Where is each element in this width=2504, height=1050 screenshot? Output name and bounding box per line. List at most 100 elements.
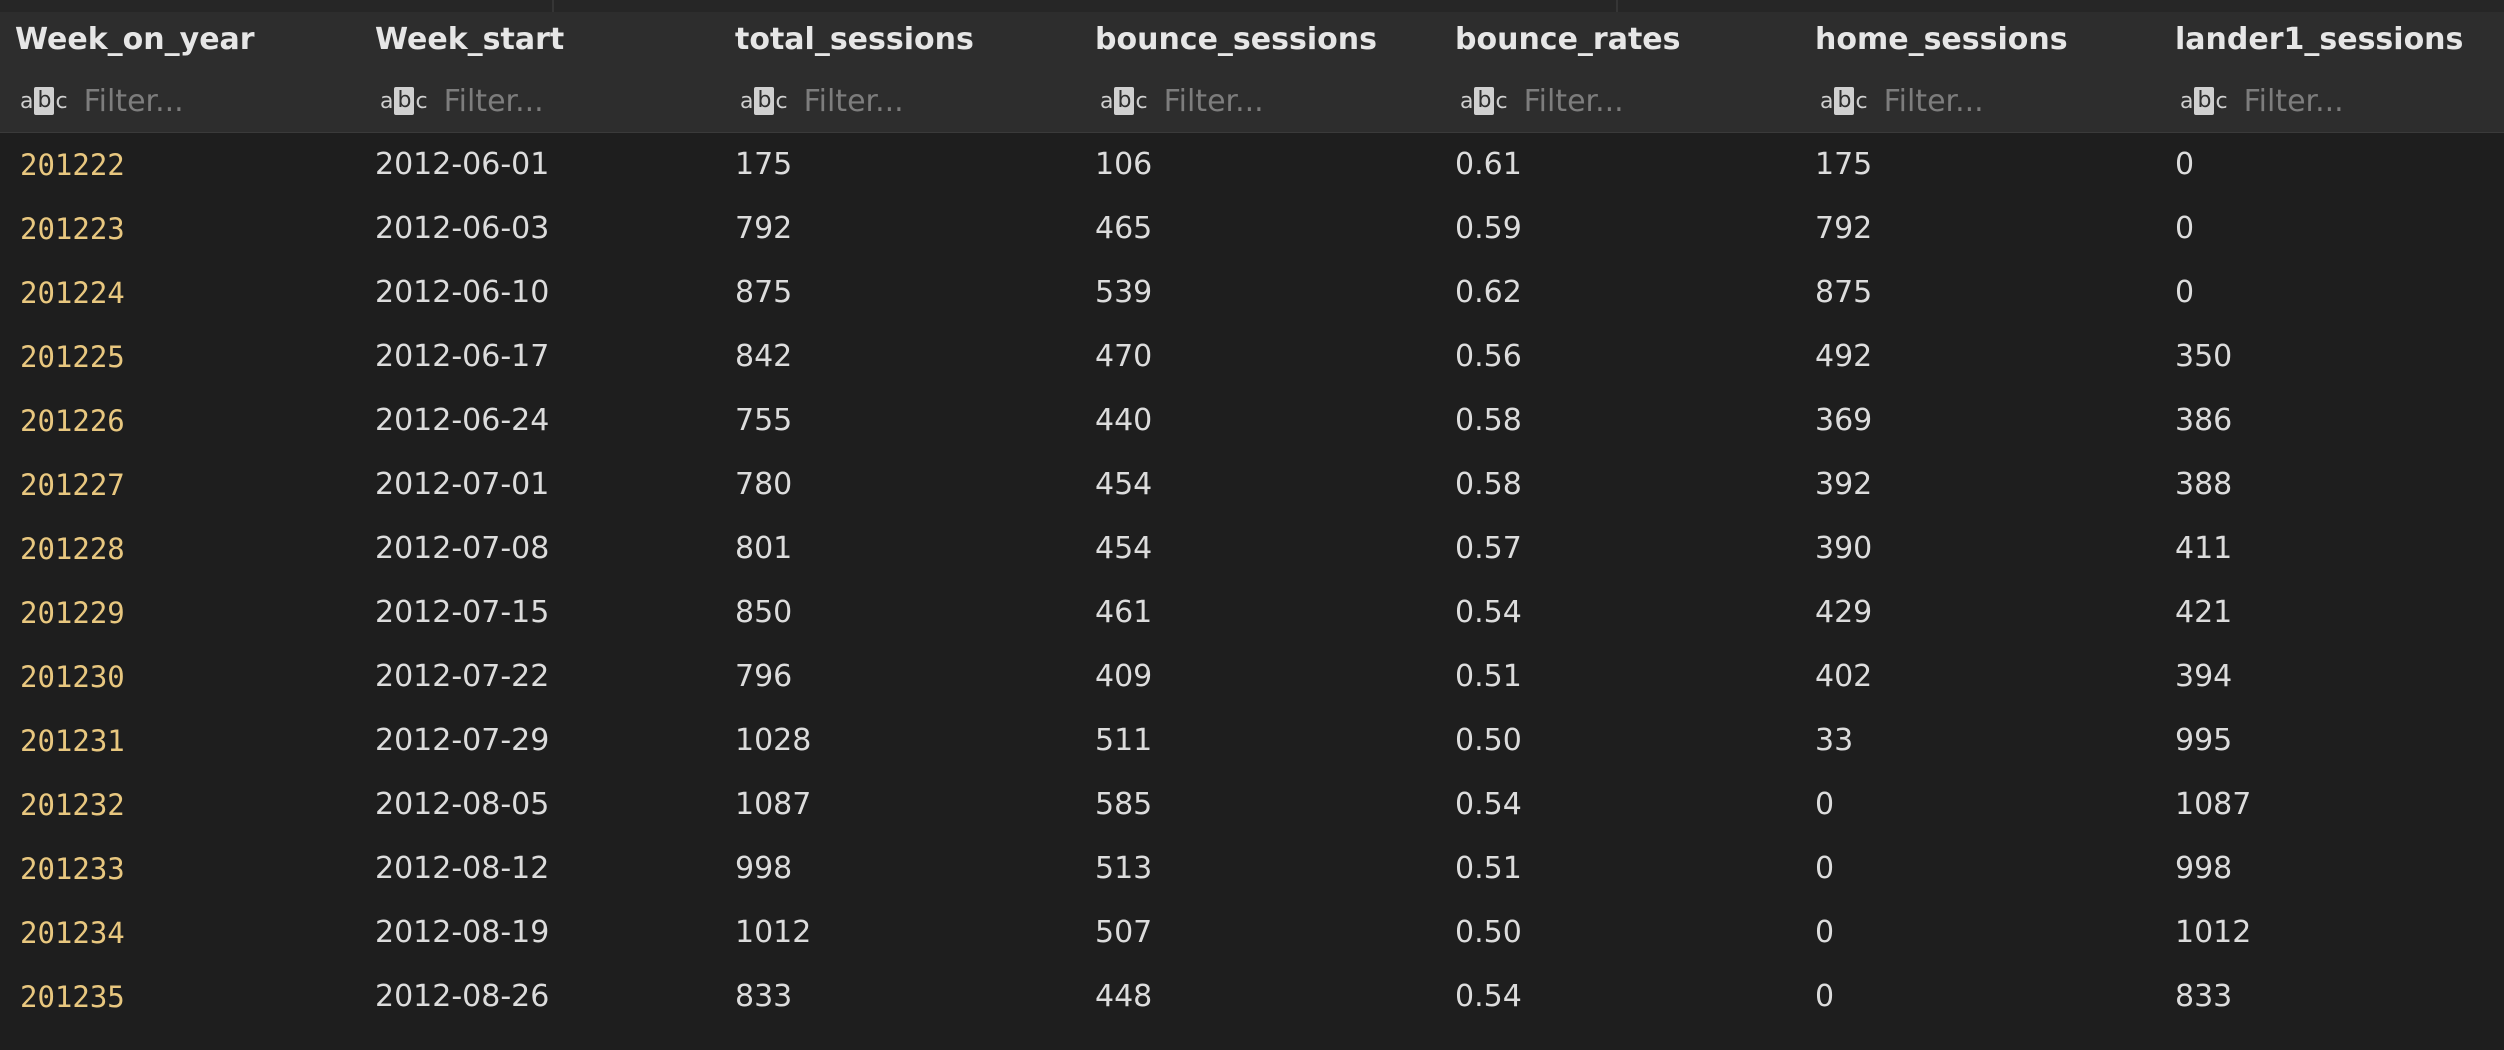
column-name[interactable]: bounce_rates: [1455, 22, 1681, 57]
table-cell[interactable]: 998: [2175, 851, 2233, 886]
table-cell[interactable]: 390: [1815, 531, 1873, 566]
table-cell[interactable]: 369: [1815, 403, 1873, 438]
table-row[interactable]: 201228 2012-07-08 801 454 0.57 390 411: [0, 517, 2504, 581]
row-index-cell[interactable]: 201223: [20, 212, 125, 246]
filter-input[interactable]: [2243, 83, 2504, 119]
table-cell[interactable]: 2012-08-12: [375, 851, 550, 886]
table-cell[interactable]: 388: [2175, 467, 2233, 502]
row-index-cell[interactable]: 201222: [20, 148, 125, 182]
table-row[interactable]: 201229 2012-07-15 850 461 0.54 429 421: [0, 581, 2504, 645]
table-cell[interactable]: 755: [735, 403, 793, 438]
table-cell[interactable]: 0.51: [1455, 851, 1522, 886]
table-cell[interactable]: 0.61: [1455, 147, 1522, 182]
table-cell[interactable]: 106: [1095, 147, 1153, 182]
filter-input[interactable]: [83, 83, 344, 119]
table-cell[interactable]: 465: [1095, 211, 1153, 246]
table-row[interactable]: 201233 2012-08-12 998 513 0.51 0 998: [0, 837, 2504, 901]
table-cell[interactable]: 0.50: [1455, 723, 1522, 758]
row-index-cell[interactable]: 201226: [20, 404, 125, 438]
column-header-6[interactable]: lander1_sessions a b c: [2160, 12, 2504, 132]
table-cell[interactable]: 2012-07-22: [375, 659, 550, 694]
table-cell[interactable]: 780: [735, 467, 793, 502]
row-index-cell[interactable]: 201230: [20, 660, 125, 694]
row-index-cell[interactable]: 201225: [20, 340, 125, 374]
table-cell[interactable]: 2012-07-29: [375, 723, 550, 758]
table-cell[interactable]: 507: [1095, 915, 1153, 950]
table-cell[interactable]: 801: [735, 531, 793, 566]
table-cell[interactable]: 833: [735, 979, 793, 1014]
column-name[interactable]: Week_start: [375, 22, 565, 57]
table-cell[interactable]: 511: [1095, 723, 1153, 758]
table-cell[interactable]: 454: [1095, 531, 1153, 566]
table-cell[interactable]: 409: [1095, 659, 1153, 694]
column-name[interactable]: Week_on_year: [15, 22, 255, 57]
filter-input[interactable]: [1523, 83, 1784, 119]
table-cell[interactable]: 1087: [735, 787, 812, 822]
table-cell[interactable]: 0: [2175, 275, 2195, 310]
table-cell[interactable]: 2012-08-26: [375, 979, 550, 1014]
table-row[interactable]: 201225 2012-06-17 842 470 0.56 492 350: [0, 325, 2504, 389]
table-cell[interactable]: 875: [735, 275, 793, 310]
table-cell[interactable]: 492: [1815, 339, 1873, 374]
table-cell[interactable]: 454: [1095, 467, 1153, 502]
table-cell[interactable]: 2012-06-24: [375, 403, 550, 438]
column-header-0[interactable]: Week_on_year a b c: [0, 12, 360, 132]
filter-input[interactable]: [443, 83, 704, 119]
table-row[interactable]: 201234 2012-08-19 1012 507 0.50 0 1012: [0, 901, 2504, 965]
table-cell[interactable]: 2012-06-03: [375, 211, 550, 246]
column-header-3[interactable]: bounce_sessions a b c: [1080, 12, 1440, 132]
column-header-1[interactable]: Week_start a b c: [360, 12, 720, 132]
table-cell[interactable]: 0: [1815, 915, 1835, 950]
row-index-cell[interactable]: 201235: [20, 980, 125, 1014]
table-cell[interactable]: 0: [1815, 851, 1835, 886]
table-cell[interactable]: 386: [2175, 403, 2233, 438]
table-cell[interactable]: 0.54: [1455, 595, 1522, 630]
column-header-5[interactable]: home_sessions a b c: [1800, 12, 2160, 132]
column-name[interactable]: bounce_sessions: [1095, 22, 1377, 57]
table-cell[interactable]: 2012-07-15: [375, 595, 550, 630]
table-cell[interactable]: 0: [2175, 147, 2195, 182]
table-row[interactable]: 201226 2012-06-24 755 440 0.58 369 386: [0, 389, 2504, 453]
table-row[interactable]: 201223 2012-06-03 792 465 0.59 792 0: [0, 197, 2504, 261]
table-row[interactable]: 201232 2012-08-05 1087 585 0.54 0 1087: [0, 773, 2504, 837]
table-cell[interactable]: 0: [2175, 211, 2195, 246]
table-row[interactable]: 201230 2012-07-22 796 409 0.51 402 394: [0, 645, 2504, 709]
row-index-cell[interactable]: 201228: [20, 532, 125, 566]
row-index-cell[interactable]: 201231: [20, 724, 125, 758]
table-cell[interactable]: 402: [1815, 659, 1873, 694]
table-cell[interactable]: 0.50: [1455, 915, 1522, 950]
table-row[interactable]: 201224 2012-06-10 875 539 0.62 875 0: [0, 261, 2504, 325]
table-cell[interactable]: 2012-06-17: [375, 339, 550, 374]
column-header-4[interactable]: bounce_rates a b c: [1440, 12, 1800, 132]
table-cell[interactable]: 33: [1815, 723, 1854, 758]
table-cell[interactable]: 429: [1815, 595, 1873, 630]
table-cell[interactable]: 0.58: [1455, 403, 1522, 438]
table-cell[interactable]: 448: [1095, 979, 1153, 1014]
filter-input[interactable]: [1883, 83, 2144, 119]
table-cell[interactable]: 0.59: [1455, 211, 1522, 246]
table-cell[interactable]: 0.57: [1455, 531, 1522, 566]
row-index-cell[interactable]: 201224: [20, 276, 125, 310]
table-cell[interactable]: 842: [735, 339, 793, 374]
table-cell[interactable]: 394: [2175, 659, 2233, 694]
table-row[interactable]: 201227 2012-07-01 780 454 0.58 392 388: [0, 453, 2504, 517]
table-cell[interactable]: 411: [2175, 531, 2233, 566]
table-cell[interactable]: 792: [1815, 211, 1873, 246]
row-index-cell[interactable]: 201229: [20, 596, 125, 630]
table-cell[interactable]: 2012-06-10: [375, 275, 550, 310]
table-cell[interactable]: 2012-08-05: [375, 787, 550, 822]
table-cell[interactable]: 350: [2175, 339, 2233, 374]
table-cell[interactable]: 0.62: [1455, 275, 1522, 310]
table-cell[interactable]: 461: [1095, 595, 1153, 630]
filter-input[interactable]: [803, 83, 1064, 119]
table-cell[interactable]: 421: [2175, 595, 2233, 630]
table-cell[interactable]: 0.51: [1455, 659, 1522, 694]
table-cell[interactable]: 0: [1815, 979, 1835, 1014]
row-index-cell[interactable]: 201232: [20, 788, 125, 822]
table-cell[interactable]: 539: [1095, 275, 1153, 310]
table-cell[interactable]: 0.54: [1455, 787, 1522, 822]
table-cell[interactable]: 175: [735, 147, 793, 182]
table-cell[interactable]: 1012: [735, 915, 812, 950]
column-name[interactable]: total_sessions: [735, 22, 974, 57]
table-cell[interactable]: 998: [735, 851, 793, 886]
